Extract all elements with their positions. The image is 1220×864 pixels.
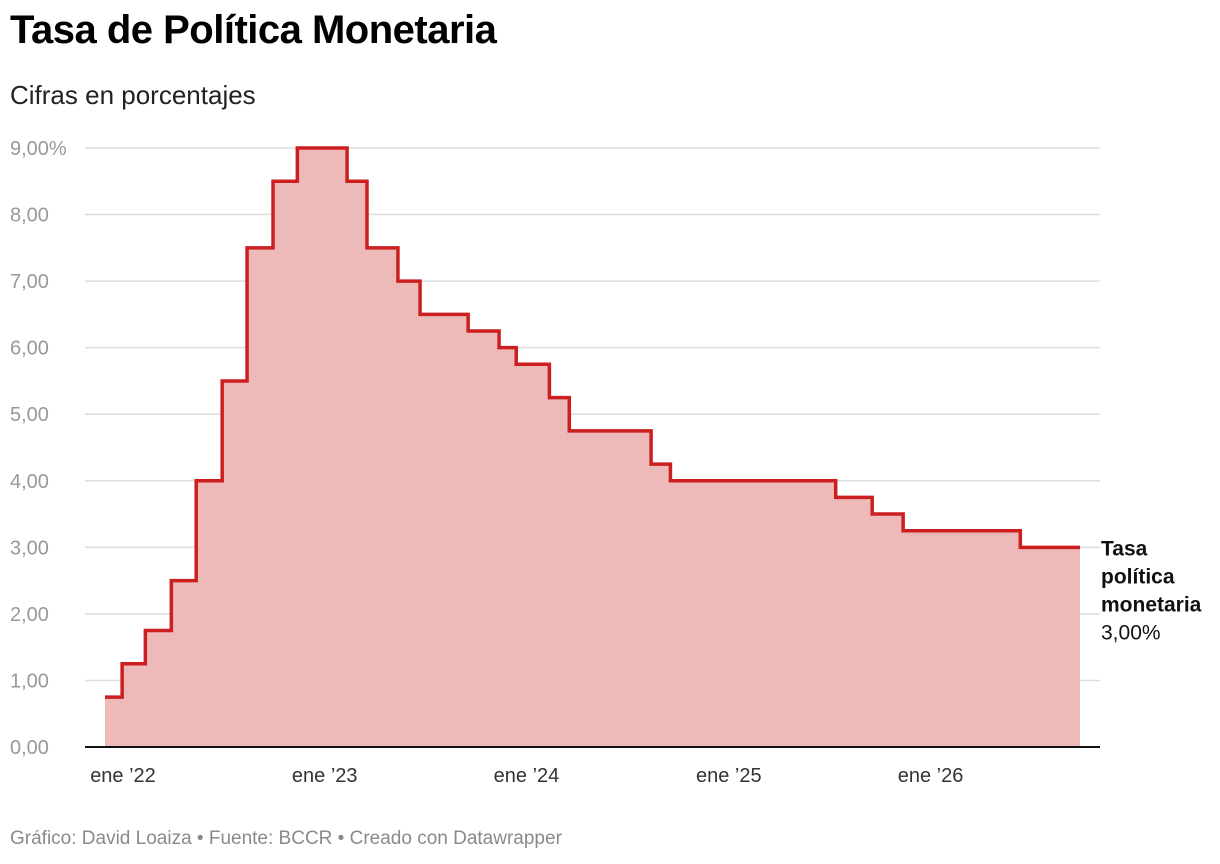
annotation-label-line: política xyxy=(1101,565,1175,588)
y-axis-labels: 0,00 1,00 2,00 3,00 4,00 5,00 6,00 7,00 8,00 9,00… xyxy=(10,138,67,759)
x-axis-labels: ene ’22 ene ’23 ene ’24 ene ’25 ene ’26 xyxy=(90,765,963,787)
y-tick-label: 4,00 xyxy=(10,471,49,493)
chart-footer: Gráfico: David Loaiza • Fuente: BCCR • C… xyxy=(10,828,562,849)
chart-subtitle: Cifras en porcentajes xyxy=(10,80,256,110)
y-tick-label: 1,00 xyxy=(10,670,49,692)
y-tick-label: 8,00 xyxy=(10,205,49,227)
x-tick-label: ene ’23 xyxy=(292,765,358,787)
end-annotation: Tasa política monetaria 3,00% xyxy=(1101,537,1202,644)
x-tick-label: ene ’22 xyxy=(90,765,156,787)
y-tick-label: 3,00 xyxy=(10,537,49,559)
series-line xyxy=(105,146,1080,699)
y-tick-label: 0,00 xyxy=(10,737,49,759)
x-tick-label: ene ’26 xyxy=(898,765,964,787)
annotation-label-line: Tasa xyxy=(1101,537,1148,560)
y-tick-label: 7,00 xyxy=(10,271,49,293)
y-tick-label: 5,00 xyxy=(10,404,49,426)
chart-title: Tasa de Política Monetaria xyxy=(10,8,497,52)
annotation-label-line: monetaria xyxy=(1101,593,1202,616)
y-tick-label: 2,00 xyxy=(10,604,49,626)
y-tick-label: 9,00% xyxy=(10,138,67,160)
x-tick-label: ene ’24 xyxy=(494,765,560,787)
series-area-fill xyxy=(105,148,1080,747)
y-tick-label: 6,00 xyxy=(10,338,49,360)
annotation-value: 3,00% xyxy=(1101,621,1161,644)
x-tick-label: ene ’25 xyxy=(696,765,762,787)
